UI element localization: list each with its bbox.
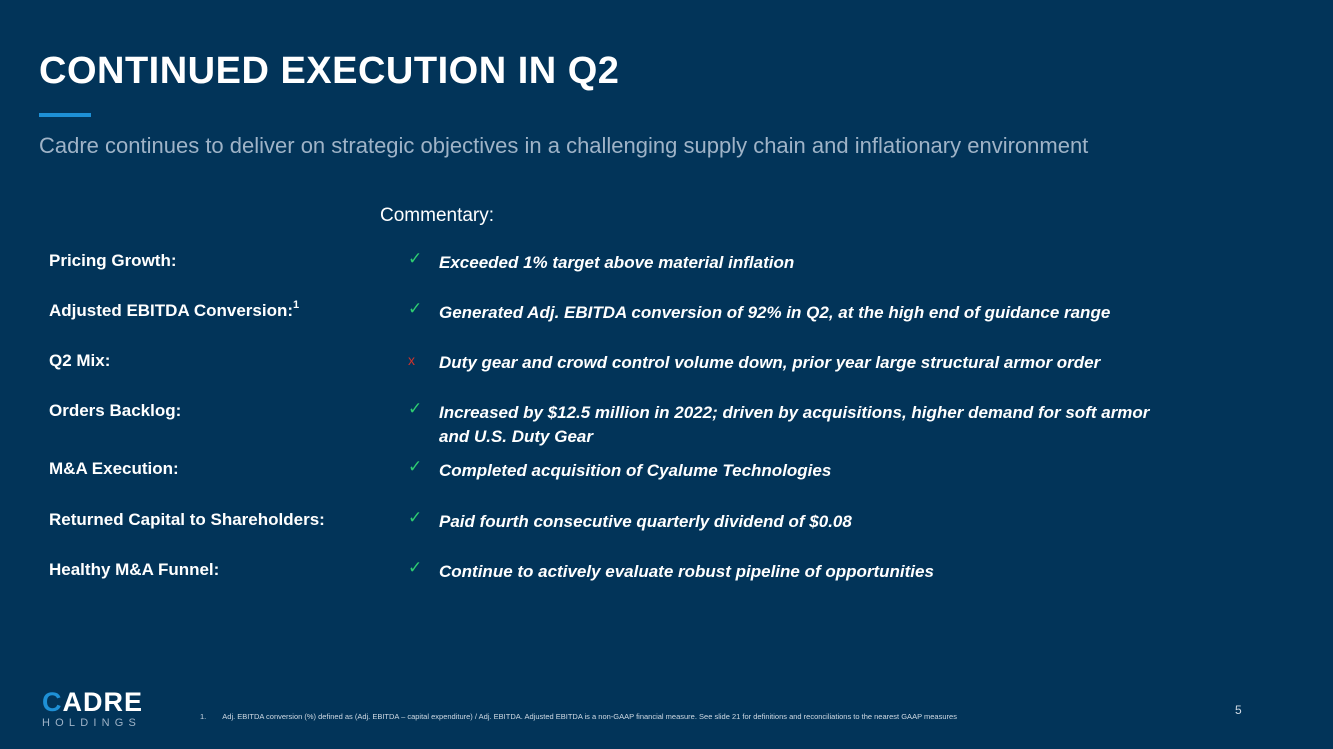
footnote: 1. Adj. EBITDA conversion (%) defined as …: [200, 712, 957, 721]
logo-wordmark-rest: ADRE: [62, 687, 144, 717]
slide-title: CONTINUED EXECUTION IN Q2: [39, 50, 620, 92]
objective-label: Q2 Mix:: [49, 351, 111, 370]
logo-wordmark: C ADRE: [42, 687, 152, 717]
check-icon: ✓: [408, 457, 423, 476]
logo-subtitle: HOLDINGS: [42, 717, 142, 729]
check-icon: ✓: [408, 558, 423, 577]
objective-commentary: Increased by $12.5 million in 2022; driv…: [439, 403, 1150, 446]
objective-label: Healthy M&A Funnel:: [49, 560, 220, 579]
objective-commentary: Duty gear and crowd control volume down,…: [439, 353, 1101, 372]
objective-label: Returned Capital to Shareholders:: [49, 510, 325, 529]
objective-label: Adjusted EBITDA Conversion:1: [49, 299, 300, 320]
objective-label: Orders Backlog:: [49, 401, 182, 420]
footnote-marker: 1: [293, 299, 300, 311]
objective-commentary: Continue to actively evaluate robust pip…: [439, 562, 934, 581]
footnote-number: 1.: [200, 712, 207, 721]
objective-commentary: Exceeded 1% target above material inflat…: [439, 253, 795, 272]
check-icon: ✓: [408, 249, 423, 268]
slide-subtitle: Cadre continues to deliver on strategic …: [39, 133, 1089, 158]
objective-commentary: Generated Adj. EBITDA conversion of 92% …: [439, 303, 1111, 322]
objective-label: M&A Execution:: [49, 459, 179, 478]
objective-commentary: Paid fourth consecutive quarterly divide…: [439, 512, 852, 531]
footnote-text: Adj. EBITDA conversion (%) defined as (A…: [222, 712, 957, 721]
title-accent-bar: [39, 113, 91, 117]
cross-icon: x: [408, 352, 415, 368]
page-number: 5: [1235, 703, 1242, 717]
check-icon: ✓: [408, 299, 423, 318]
objective-commentary: Completed acquisition of Cyalume Technol…: [439, 461, 832, 480]
commentary-heading: Commentary:: [380, 205, 495, 226]
check-icon: ✓: [408, 399, 423, 418]
objective-label: Pricing Growth:: [49, 251, 177, 270]
logo-mark: C: [42, 687, 63, 717]
check-icon: ✓: [408, 508, 423, 527]
cadre-holdings-logo: C ADRE HOLDINGS: [42, 687, 152, 730]
